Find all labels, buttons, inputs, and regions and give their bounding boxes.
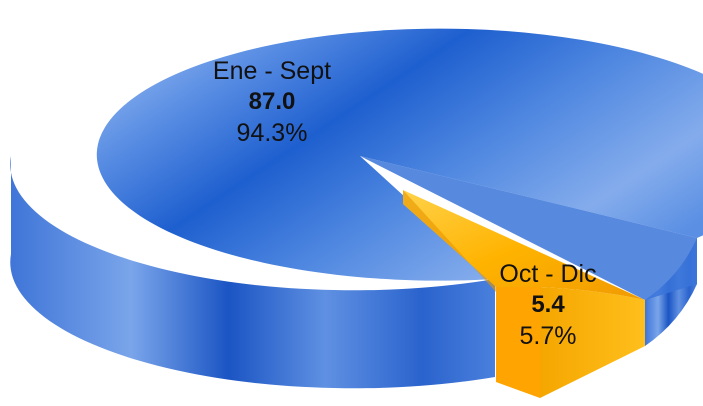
slice-percent-oct-dic: 5.7% [519, 322, 577, 350]
label-oct-dic: Oct - Dic 5.4 5.7% [478, 259, 618, 352]
slice-value-ene-sept: 87.0 [248, 88, 296, 115]
slice-top-oct-dic [403, 190, 645, 300]
slice-percent-ene-sept: 94.3% [236, 119, 308, 147]
slice-front-oct-dic [496, 287, 540, 398]
slice-value-oct-dic: 5.4 [531, 291, 565, 318]
slice-side-oct-dic [540, 287, 645, 398]
slice-side-ene-sept [10, 156, 496, 389]
slice-cut-ene-sept [360, 156, 697, 300]
slice-name-oct-dic: Oct - Dic [499, 260, 597, 288]
slice-top-ene-sept [96, 28, 703, 281]
slice-edge-oct-dic [403, 190, 496, 292]
label-ene-sept: Ene - Sept 87.0 94.3% [197, 56, 347, 149]
slice-name-ene-sept: Ene - Sept [212, 57, 332, 85]
